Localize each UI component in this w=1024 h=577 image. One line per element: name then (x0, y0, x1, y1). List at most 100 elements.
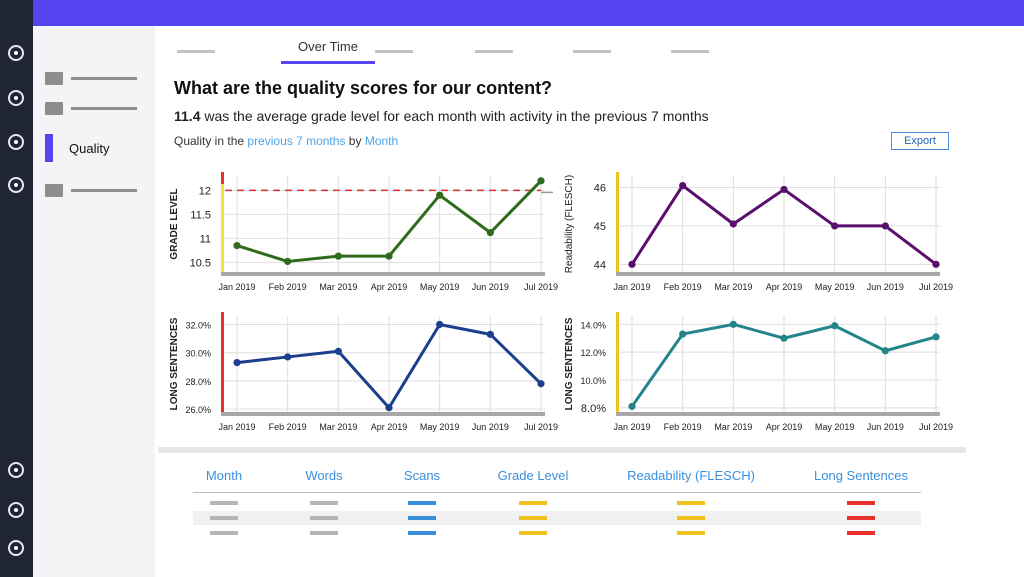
export-button[interactable]: Export (891, 132, 949, 150)
data-point (729, 320, 737, 328)
tab-over-time[interactable]: Over Time (281, 36, 375, 64)
column-header-long-sentences[interactable]: Long Sentences (814, 468, 908, 483)
group-filter-link[interactable]: Month (364, 134, 399, 148)
table-cell-placeholder (310, 516, 338, 520)
x-tick-label: Jun 2019 (867, 422, 904, 432)
tab-placeholder-3[interactable] (375, 50, 413, 53)
table-cell-placeholder (210, 501, 238, 505)
column-header-words[interactable]: Words (305, 468, 343, 483)
table-cell-placeholder (408, 501, 436, 505)
long-sentences-chart-left: 26.0% 28.0% 30.0% 32.0% Jan 2019 Feb 2019 Mar … (165, 310, 565, 440)
tab-placeholder-4[interactable] (475, 50, 513, 53)
x-axis-bar (221, 412, 545, 416)
grade-level-chart-svg: 10.5 11 11.5 12 Jan 2019 Feb 2019 Mar 2019 Apr … (169, 172, 558, 292)
sidebar-item-icon (45, 72, 63, 85)
data-point (385, 252, 393, 260)
rail-nav-icon-5[interactable] (8, 462, 24, 478)
x-tick-label: Mar 2019 (714, 422, 752, 432)
table-cell-placeholder (310, 531, 338, 535)
table-cell-placeholder (519, 531, 547, 535)
x-tick-label: Jan 2019 (218, 282, 255, 292)
column-header-scans[interactable]: Scans (403, 468, 441, 483)
sidebar-item-2[interactable] (45, 102, 145, 116)
tab-placeholder-1[interactable] (177, 50, 215, 53)
y-tick-label: 11 (200, 233, 211, 245)
x-tick-label: Mar 2019 (319, 282, 357, 292)
y-axis-label: LONG SENTENCES (564, 317, 575, 410)
data-point (284, 353, 292, 361)
period-filter-link[interactable]: previous 7 months (247, 134, 346, 148)
x-tick-label: Feb 2019 (269, 422, 307, 432)
y-tick-label: 46 (594, 183, 606, 195)
y-tick-label: 8.0% (581, 403, 606, 415)
table-row[interactable] (193, 496, 921, 510)
x-tick-label: Apr 2019 (371, 422, 408, 432)
sidebar-item-label: Quality (69, 141, 110, 156)
rail-nav-icon-4[interactable] (8, 177, 24, 193)
x-tick-label: Jan 2019 (613, 282, 650, 292)
data-point (233, 358, 241, 367)
sidebar-item-icon (45, 102, 63, 115)
readability-chart: 44 45 46 Jan 2019 Feb 2019 Mar 2019 Apr 2019 Ma… (560, 170, 960, 300)
section-divider (158, 447, 966, 453)
y-axis-bar (616, 172, 619, 272)
rail-nav-icon-7[interactable] (8, 540, 24, 556)
sidebar-item-label-placeholder (71, 77, 137, 80)
rail-nav-icon-3[interactable] (8, 134, 24, 150)
x-tick-label: Mar 2019 (319, 422, 357, 432)
x-tick-label: Jul 2019 (919, 282, 953, 292)
sidebar-item-4[interactable] (45, 184, 145, 198)
table-cell-placeholder (847, 501, 875, 505)
data-point (780, 334, 788, 342)
sidebar: Quality (33, 26, 155, 577)
rail-nav-icon-2[interactable] (8, 90, 24, 106)
data-point (881, 347, 889, 355)
rail-nav-icon-6[interactable] (8, 502, 24, 518)
x-tick-label: Jan 2019 (218, 422, 255, 432)
table-cell-placeholder (210, 531, 238, 535)
table-cell-placeholder (677, 531, 705, 535)
filter-by: by (348, 134, 362, 148)
data-point (881, 222, 889, 230)
sidebar-item-quality[interactable]: Quality (45, 132, 155, 166)
y-axis-label: LONG SENTENCES (169, 317, 180, 410)
data-point (831, 222, 839, 230)
y-tick-label: 30.0% (185, 349, 211, 359)
y-axis-label: GRADE LEVEL (169, 188, 180, 259)
tab-placeholder-6[interactable] (671, 50, 709, 53)
x-tick-label: Mar 2019 (714, 282, 752, 292)
y-tick-label: 10.0% (580, 376, 606, 386)
table-cell-placeholder (408, 516, 436, 520)
sidebar-item-1[interactable] (45, 72, 145, 86)
tab-placeholder-5[interactable] (573, 50, 611, 53)
table-row[interactable] (193, 526, 921, 540)
table-cell-placeholder (408, 531, 436, 535)
column-header-grade-level[interactable]: Grade Level (497, 468, 569, 483)
x-tick-label: Jul 2019 (524, 422, 558, 432)
column-header-readability[interactable]: Readability (FLESCH) (627, 468, 755, 483)
table-cell-placeholder (677, 516, 705, 520)
filter-line: Quality in the previous 7 months by Mont… (174, 134, 398, 148)
y-tick-label: 11.5 (190, 209, 211, 221)
table-row[interactable] (193, 511, 921, 525)
data-point (679, 330, 687, 338)
x-tick-label: May 2019 (815, 282, 855, 292)
active-indicator (45, 134, 53, 162)
data-point (537, 380, 545, 388)
grade-level-chart: 10.5 11 11.5 12 Jan 2019 Feb 2019 Mar 2019 Apr … (165, 170, 565, 300)
left-rail (0, 0, 33, 577)
y-axis-label: Readability (FLESCH) (564, 175, 575, 273)
filter-prefix: Quality in the (174, 134, 245, 148)
x-tick-label: Jun 2019 (472, 282, 509, 292)
top-bar (0, 0, 1024, 26)
data-point (436, 191, 444, 199)
page-title: What are the quality scores for our cont… (174, 78, 553, 98)
column-header-month[interactable]: Month (205, 468, 243, 483)
sidebar-item-icon (45, 184, 63, 197)
rail-nav-icon-1[interactable] (8, 45, 24, 61)
long-sentences-chart-right: 8.0% 10.0% 12.0% 14.0% Jan 2019 Feb 2019 Mar 2… (560, 310, 960, 440)
data-point (932, 333, 940, 341)
x-tick-label: Jun 2019 (867, 282, 904, 292)
y-tick-label: 28.0% (185, 377, 211, 387)
x-axis-bar (616, 272, 940, 276)
